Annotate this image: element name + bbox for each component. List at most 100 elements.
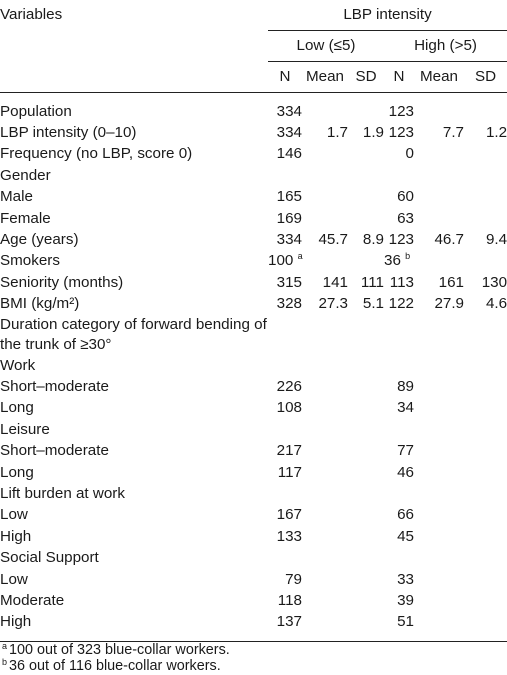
cell-high-sd: [464, 101, 507, 122]
table-body: Population 334 123 LBP intensity (0–10) 334 1…: [0, 101, 507, 633]
cell-low-sd: [348, 462, 384, 483]
row-label: Short–moderate: [0, 442, 109, 460]
header-high-n: N: [384, 61, 414, 93]
cell-high-n: 123: [388, 124, 414, 142]
cell-high-mean: 27.9: [434, 295, 464, 313]
table-row: Gender: [0, 165, 507, 186]
cell-low-n: 165: [276, 188, 302, 206]
cell-high-sd: [464, 251, 507, 272]
row-label: Lift burden at work: [0, 484, 125, 502]
cell-high-mean: 46.7: [434, 231, 464, 249]
table-row: Frequency (no LBP, score 0) 146 0: [0, 144, 507, 165]
cell-value: 36: [384, 252, 401, 270]
cell-low-n: 334: [276, 231, 302, 249]
cell-high-sd: [464, 526, 507, 547]
table-row: Male 165 60: [0, 187, 507, 208]
cell-high-mean: [414, 547, 464, 568]
cell-low-sd: [348, 547, 384, 568]
table-row: Low 167 66: [0, 505, 507, 526]
cell-low-n: [268, 547, 302, 568]
cell-low-n: 167: [276, 506, 302, 524]
table-row: Long 117 46: [0, 462, 507, 483]
cell-high-n: 63: [397, 209, 414, 227]
row-label: Long: [0, 399, 34, 417]
table-row: Duration category of forward bending of …: [0, 315, 507, 355]
table-row: Age (years) 334 45.7 8.9 123 46.7 9.4: [0, 229, 507, 250]
cell-low-mean: [302, 208, 348, 229]
cell-high-n: [384, 483, 414, 504]
header-row-1: Variables LBP intensity: [0, 0, 507, 31]
cell-low-sd: [348, 612, 384, 633]
cell-high-mean: [414, 355, 464, 376]
footnote-b: b 36 out of 116 blue-collar workers.: [2, 657, 221, 675]
header-high-sd: SD: [464, 61, 507, 93]
cell-low-mean: [302, 483, 348, 504]
cell-high-n: 77: [397, 442, 414, 460]
table-row: Moderate 118 39: [0, 590, 507, 611]
footnote-a-text: 100 out of 323 blue-collar workers.: [9, 642, 230, 658]
cell-low-mean: [302, 569, 348, 590]
row-label: Age (years): [0, 231, 79, 249]
cell-high-mean: [414, 483, 464, 504]
table-row: Population 334 123: [0, 101, 507, 122]
cell-low-mean: 45.7: [318, 231, 348, 249]
cell-high-n: 123: [388, 231, 414, 249]
cell-high-sd: [464, 462, 507, 483]
header-variables: Variables: [0, 6, 63, 24]
cell-low-n: [268, 165, 302, 186]
header-low-sd: SD: [348, 61, 384, 93]
header-row-3: N Mean SD N Mean SD: [0, 61, 507, 93]
row-label: Female: [0, 209, 51, 227]
cell-high-mean: [414, 462, 464, 483]
row-label: Population: [0, 102, 72, 120]
cell-high-sd: [464, 165, 507, 186]
cell-low-n: 117: [277, 463, 302, 481]
cell-high-n: 34: [397, 399, 414, 417]
cell-high-n: [384, 165, 414, 186]
cell-low-n: 334: [276, 124, 302, 142]
cell-high-sd: 9.4: [485, 231, 507, 249]
cell-low-n: 100 a: [268, 251, 303, 272]
cell-high-mean: [414, 612, 464, 633]
header-low-mean: Mean: [302, 61, 348, 93]
table-row: Short–moderate 226 89: [0, 376, 507, 397]
cell-low-sd: 1.9: [362, 124, 384, 142]
cell-low-n: 133: [276, 527, 302, 545]
cell-low-n: 108: [276, 399, 302, 417]
cell-high-mean: [414, 187, 464, 208]
cell-value: 100: [268, 252, 294, 270]
cell-low-sd: [348, 590, 384, 611]
cell-low-mean: [302, 165, 348, 186]
row-label: Duration category of forward bending of …: [0, 315, 267, 353]
row-label: High: [0, 613, 32, 631]
cell-low-n: [268, 315, 302, 355]
cell-high-mean: [414, 144, 464, 165]
cell-low-mean: [302, 590, 348, 611]
cell-high-n: [384, 547, 414, 568]
table-row: Seniority (months) 315 141 111 113 161 130: [0, 272, 507, 293]
cell-high-n: 36 b: [384, 251, 414, 272]
cell-low-n: 79: [285, 570, 302, 588]
row-label: Gender: [0, 166, 51, 184]
cell-low-n: 226: [276, 377, 302, 395]
cell-high-n: 46: [397, 463, 414, 481]
cell-high-mean: [414, 590, 464, 611]
cell-high-n: 33: [397, 570, 414, 588]
row-label: Smokers: [0, 252, 60, 270]
cell-high-n: 51: [397, 613, 414, 631]
cell-low-mean: [302, 101, 348, 122]
row-label: Low: [0, 506, 28, 524]
cell-high-sd: [464, 590, 507, 611]
row-label: LBP intensity (0–10): [0, 124, 137, 142]
cell-low-n: [268, 483, 302, 504]
cell-low-mean: [302, 505, 348, 526]
cell-high-mean: 7.7: [442, 124, 464, 142]
row-label: Long: [0, 463, 34, 481]
cell-low-mean: [302, 462, 348, 483]
row-label: Frequency (no LBP, score 0): [0, 145, 193, 163]
cell-low-n: 315: [276, 273, 302, 291]
cell-low-sd: [348, 440, 384, 461]
cell-low-mean: [302, 315, 348, 355]
cell-low-n: 146: [276, 145, 302, 163]
cell-low-sd: [348, 187, 384, 208]
